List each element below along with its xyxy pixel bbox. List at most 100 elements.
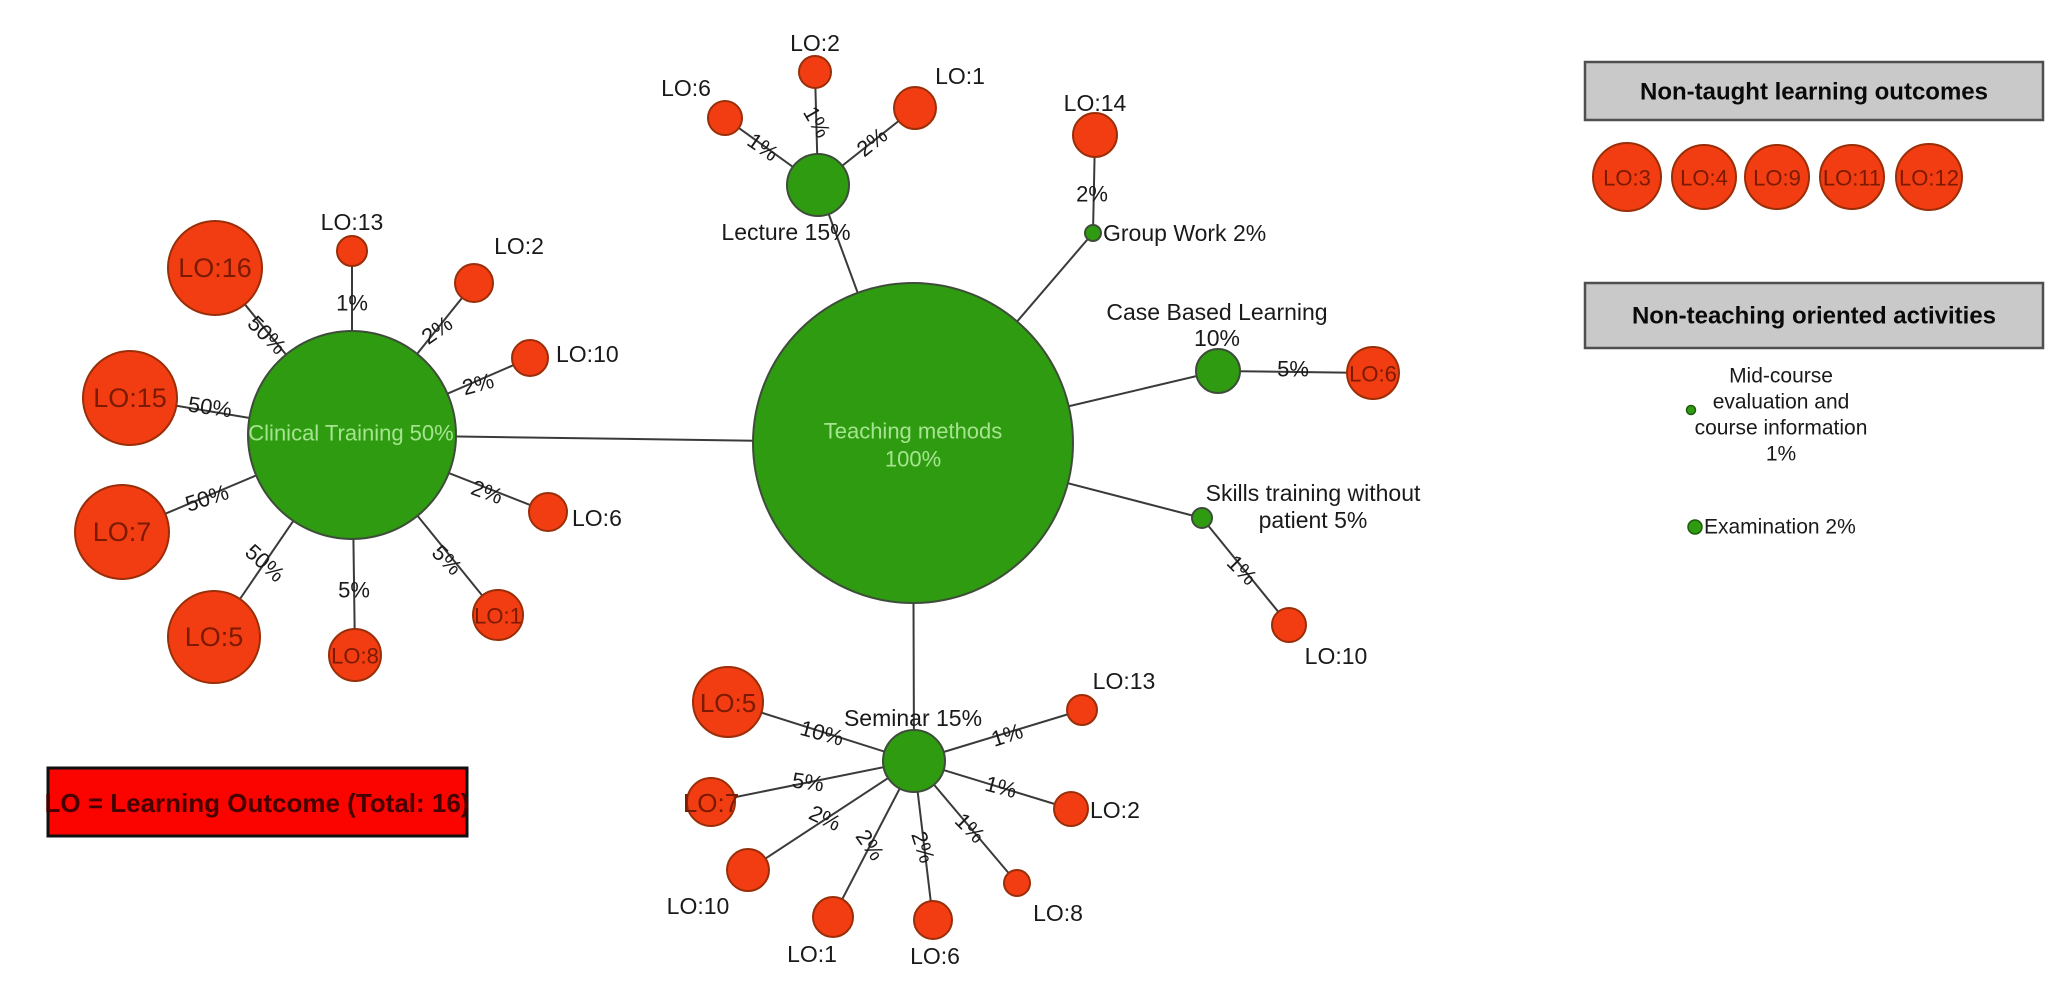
node-clinical-lo6 (528, 492, 568, 532)
casebased-lo6-pct: 5% (1277, 357, 1309, 382)
casebased-lo6-label: LO:6 (1349, 362, 1397, 387)
nontaught-lo12-label: LO:12 (1899, 166, 1959, 191)
node-clinical-lo16 (167, 220, 263, 316)
node-nontaught-lo3 (1592, 142, 1662, 212)
lecture-lo1-pct: 2% (852, 122, 892, 161)
teaching-methods-label: Teaching methods (824, 419, 1003, 444)
node-clinical-lo2 (454, 263, 494, 303)
edge-skills-lo10 (1201, 517, 1290, 626)
groupwork-lo14-label: LO:14 (1064, 90, 1127, 116)
node-casebased-lo6 (1346, 346, 1400, 400)
non-teaching-title-box (1583, 281, 2045, 350)
node-clinical-lo7 (74, 484, 170, 580)
case-based-label: Case Based Learning (1106, 299, 1327, 325)
node-clinical-lo1 (472, 589, 524, 641)
examination-dot (1687, 519, 1703, 535)
teaching-methods-percent: 100% (885, 447, 941, 472)
clinical-lo6-label: LO:6 (572, 505, 622, 531)
mid-course-line1: Mid-course (1729, 365, 1833, 388)
node-groupwork-lo14 (1072, 112, 1118, 158)
node-case-based-learning (1195, 348, 1241, 394)
nontaught-lo3-label: LO:3 (1603, 166, 1651, 191)
examination-label: Examination 2% (1704, 516, 1856, 539)
node-nontaught-lo4 (1671, 144, 1737, 210)
node-lecture-lo6 (707, 100, 743, 136)
node-seminar-lo13 (1066, 694, 1098, 726)
seminar-lo10-pct: 2% (805, 800, 844, 836)
seminar-lo5-pct: 10% (797, 715, 846, 751)
seminar-lo13-pct: 1% (988, 718, 1026, 752)
node-clinical-lo13 (336, 235, 368, 267)
clinical-lo6-pct: 2% (468, 475, 506, 509)
seminar-label: Seminar 15% (844, 705, 982, 731)
case-based-percent: 10% (1194, 325, 1240, 351)
node-clinical-training (247, 330, 457, 540)
nontaught-lo11-label: LO:11 (1823, 166, 1881, 191)
node-seminar-lo6 (913, 900, 953, 940)
seminar-lo1-pct: 2% (851, 825, 890, 865)
nontaught-lo4-label: LO:4 (1680, 166, 1728, 191)
clinical-lo7-label: LO:7 (93, 517, 152, 547)
node-seminar-lo2 (1053, 791, 1089, 827)
node-skills-lo10 (1271, 607, 1307, 643)
node-nontaught-lo12 (1895, 143, 1963, 211)
edge-seminar-lo7 (710, 760, 915, 803)
seminar-lo2-pct: 1% (982, 771, 1019, 803)
seminar-lo6-label: LO:6 (910, 943, 960, 969)
seminar-lo7-pct: 5% (791, 767, 826, 796)
mid-course-line4: 1% (1766, 443, 1796, 466)
clinical-lo7-pct: 50% (182, 479, 232, 516)
node-teaching-methods (752, 282, 1074, 604)
node-seminar-lo1 (812, 896, 854, 938)
node-clinical-lo10 (511, 339, 549, 377)
node-seminar-lo8 (1003, 869, 1031, 897)
skills-label-line1: Skills training without (1206, 480, 1421, 506)
legend-label: LO = Learning Outcome (Total: 16) (45, 788, 470, 818)
node-clinical-lo8 (328, 628, 382, 682)
seminar-lo1-label: LO:1 (787, 941, 837, 967)
edge-seminar-lo10 (747, 760, 915, 871)
non-teaching-title: Non-teaching oriented activities (1632, 303, 1996, 330)
clinical-lo13-pct: 1% (336, 291, 368, 316)
node-seminar (882, 729, 946, 793)
clinical-lo5-pct: 50% (240, 539, 289, 587)
node-lecture (786, 153, 850, 217)
lecture-label: Lecture 15% (721, 219, 850, 245)
skills-label-line2: patient 5% (1259, 507, 1368, 533)
clinical-lo1-pct: 5% (427, 540, 467, 580)
node-nontaught-lo11 (1819, 144, 1885, 210)
clinical-lo5-label: LO:5 (185, 622, 244, 652)
seminar-lo8-label: LO:8 (1033, 900, 1083, 926)
clinical-lo1-label: LO:1 (474, 604, 522, 629)
node-seminar-lo5 (692, 666, 764, 738)
node-lecture-lo2 (798, 55, 832, 89)
seminar-lo8-pct: 1% (950, 808, 990, 848)
seminar-lo13-label: LO:13 (1093, 668, 1156, 694)
nontaught-lo9-label: LO:9 (1753, 166, 1801, 191)
seminar-lo10-label: LO:10 (667, 893, 730, 919)
non-taught-title-box (1583, 60, 2045, 122)
node-seminar-lo7 (686, 777, 736, 827)
clinical-lo15-pct: 50% (186, 392, 233, 423)
clinical-lo13-label: LO:13 (321, 209, 384, 235)
mid-course-dot (1685, 404, 1697, 416)
clinical-lo2-pct: 2% (417, 311, 457, 350)
clinical-lo10-pct: 2% (459, 368, 496, 400)
seminar-lo7-label: LO:7 (683, 788, 739, 818)
clinical-lo8-pct: 5% (338, 578, 370, 603)
clinical-lo2-label: LO:2 (494, 233, 544, 259)
node-group-work (1084, 224, 1102, 242)
node-clinical-lo5 (167, 590, 261, 684)
seminar-lo6-pct: 2% (906, 828, 940, 866)
clinical-lo15-label: LO:15 (93, 383, 167, 413)
lecture-lo1-label: LO:1 (935, 63, 985, 89)
lecture-lo6-pct: 1% (743, 128, 783, 167)
node-seminar-lo10 (726, 848, 770, 892)
lecture-lo6-label: LO:6 (661, 75, 711, 101)
clinical-lo16-label: LO:16 (178, 253, 252, 283)
mid-course-line2: evaluation and (1713, 391, 1850, 414)
legend-box (46, 766, 469, 838)
clinical-lo8-label: LO:8 (331, 644, 379, 669)
